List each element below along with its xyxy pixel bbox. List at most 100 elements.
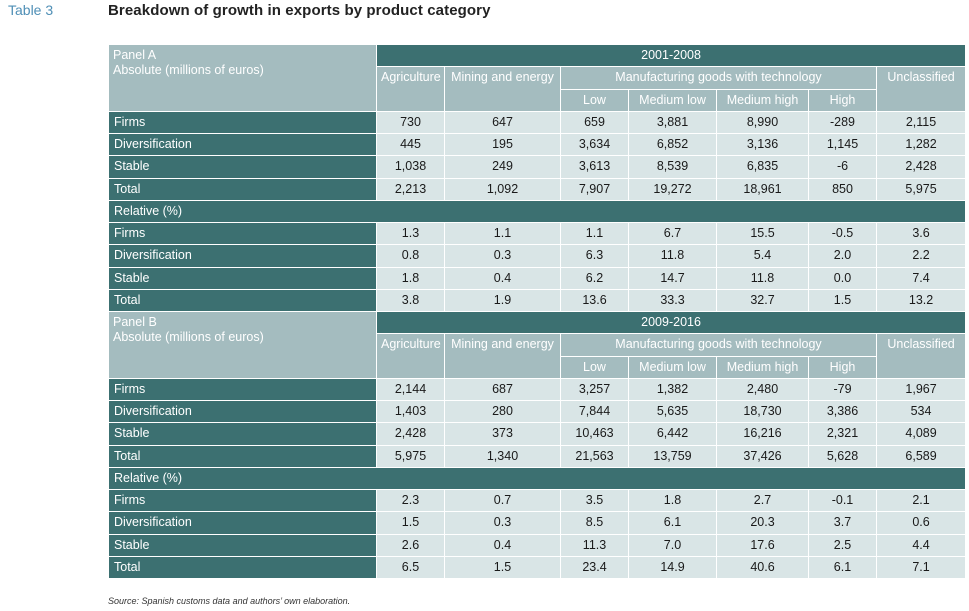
- row-label: Firms: [108, 377, 377, 402]
- table-cell: 373: [444, 422, 561, 446]
- col-low: Low: [560, 355, 629, 379]
- table-cell: 0.0: [808, 266, 877, 290]
- table-cell: 32.7: [716, 288, 809, 313]
- table-cell: -0.1: [808, 488, 877, 513]
- table-cell: 1,092: [444, 177, 561, 201]
- row-label: Firms: [108, 110, 377, 135]
- table-cell: 6.7: [628, 221, 717, 246]
- table-cell: 2,144: [376, 377, 445, 402]
- panel-heading: Panel A Absolute (millions of euros): [108, 44, 377, 112]
- section-title: Relative (%): [107, 466, 967, 491]
- table-row: Stable 1.8 0.4 6.2 14.7 11.8 0.0 7.4: [108, 266, 967, 290]
- panel-header-row: Panel A Absolute (millions of euros) 2001-…: [108, 43, 967, 112]
- col-agriculture: Agriculture: [376, 66, 445, 112]
- table-cell: 3,386: [808, 399, 877, 424]
- exports-growth-table: Panel A Absolute (millions of euros) 2001-…: [107, 43, 967, 580]
- table-cell: 3,634: [560, 132, 629, 157]
- table-cell: 3.5: [560, 488, 629, 513]
- table-cell: 6.2: [560, 266, 629, 290]
- col-medium-low: Medium low: [628, 88, 717, 112]
- table-cell: 5,975: [376, 444, 445, 468]
- table-cell: -79: [808, 377, 877, 402]
- section-title: Relative (%): [107, 199, 967, 224]
- panel-subtitle: Absolute (millions of euros): [113, 63, 264, 77]
- col-medium-low: Medium low: [628, 355, 717, 379]
- table-cell: 5,635: [628, 399, 717, 424]
- table-cell: 1,403: [376, 399, 445, 424]
- table-row: Stable 2,428 373 10,463 6,442 16,216 2,321 4,08…: [108, 422, 967, 446]
- row-label: Firms: [108, 488, 377, 513]
- col-high: High: [808, 355, 877, 379]
- col-agriculture: Agriculture: [376, 333, 445, 379]
- table-cell: 1,382: [628, 377, 717, 402]
- row-label: Stable: [108, 155, 377, 179]
- table-cell: 6.1: [628, 511, 717, 535]
- table-cell: 6.3: [560, 244, 629, 268]
- table-cell: 0.3: [444, 244, 561, 268]
- row-label: Stable: [108, 422, 377, 446]
- table-cell: 4.4: [875, 533, 967, 557]
- table-cell: 1,967: [875, 377, 967, 402]
- table-cell: 11.3: [560, 533, 629, 557]
- table-row: Stable 2.6 0.4 11.3 7.0 17.6 2.5 4.4: [108, 533, 967, 557]
- table-row: Total 6.5 1.5 23.4 14.9 40.6 6.1 7.1: [108, 555, 967, 580]
- table-cell: 850: [808, 177, 877, 201]
- table-cell: 2.1: [875, 488, 967, 513]
- table-cell: 5.4: [716, 244, 809, 268]
- table-cell: 6.5: [376, 555, 445, 580]
- table-cell: 8.5: [560, 511, 629, 535]
- row-label: Diversification: [108, 511, 377, 535]
- table-cell: 7.4: [875, 266, 967, 290]
- table-row: Firms 2,144 687 3,257 1,382 2,480 -79 1,967: [108, 377, 967, 402]
- table-cell: 659: [560, 110, 629, 135]
- table-cell: 2,480: [716, 377, 809, 402]
- table-cell: 13,759: [628, 444, 717, 468]
- table-row: Diversification 1,403 280 7,844 5,635 18,730 3…: [108, 399, 967, 424]
- source-note: Source: Spanish customs data and authors…: [108, 596, 351, 606]
- panel-name: Panel A: [113, 48, 157, 62]
- table-cell: 0.4: [444, 266, 561, 290]
- table-cell: 6,852: [628, 132, 717, 157]
- table-row: Total 3.8 1.9 13.6 33.3 32.7 1.5 13.2: [108, 288, 967, 313]
- table-cell: -289: [808, 110, 877, 135]
- table-cell: 1.8: [628, 488, 717, 513]
- table-cell: 6,835: [716, 155, 809, 179]
- panel-name: Panel B: [113, 315, 157, 329]
- table-cell: -6: [808, 155, 877, 179]
- col-high: High: [808, 88, 877, 112]
- table-cell: 2.0: [808, 244, 877, 268]
- col-medium-high: Medium high: [716, 355, 809, 379]
- table-cell: 6,442: [628, 422, 717, 446]
- row-label: Stable: [108, 533, 377, 557]
- table-cell: 40.6: [716, 555, 809, 580]
- table-row: Firms 730 647 659 3,881 8,990 -289 2,115: [108, 110, 967, 135]
- table-row: Diversification 0.8 0.3 6.3 11.8 5.4 2.0 2.2: [108, 244, 967, 268]
- table-cell: 5,975: [875, 177, 967, 201]
- table-cell: 3.8: [376, 288, 445, 313]
- table-cell: 13.2: [875, 288, 967, 313]
- period-header: 2001-2008: [375, 43, 967, 68]
- table-row: Total 5,975 1,340 21,563 13,759 37,426 5,628 6,…: [108, 444, 967, 468]
- column-header-row: Agriculture Mining and energy Manufacturin…: [109, 66, 967, 112]
- table-cell: 2,428: [875, 155, 967, 179]
- table-cell: 2.7: [716, 488, 809, 513]
- row-label: Stable: [108, 266, 377, 290]
- table-cell: 1.1: [560, 221, 629, 246]
- table-cell: 3,881: [628, 110, 717, 135]
- table-cell: 14.9: [628, 555, 717, 580]
- table-cell: 19,272: [628, 177, 717, 201]
- table-cell: 21,563: [560, 444, 629, 468]
- table-cell: 6,589: [875, 444, 967, 468]
- table-cell: 2.5: [808, 533, 877, 557]
- table-row: Stable 1,038 249 3,613 8,539 6,835 -6 2,428: [108, 155, 967, 179]
- table-row: Total 2,213 1,092 7,907 19,272 18,961 850 5,975: [108, 177, 967, 201]
- table-cell: 1,340: [444, 444, 561, 468]
- row-label: Diversification: [108, 244, 377, 268]
- table-cell: 730: [376, 110, 445, 135]
- table-cell: 445: [376, 132, 445, 157]
- table-cell: 23.4: [560, 555, 629, 580]
- table-cell: -0.5: [808, 221, 877, 246]
- table-cell: 6.1: [808, 555, 877, 580]
- table-cell: 3.7: [808, 511, 877, 535]
- col-manufacturing: Manufacturing goods with technology: [560, 66, 877, 90]
